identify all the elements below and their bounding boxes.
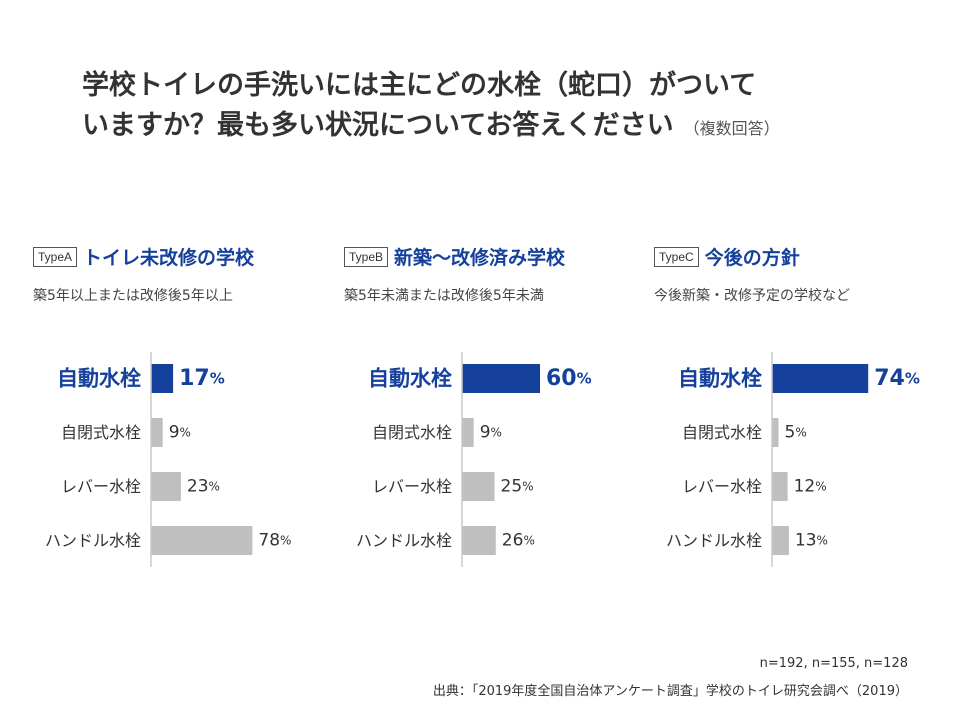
panel-type-a: TypeA トイレ未改修の学校 築5年以上または改修後5年以上 自動水栓 17% 自…	[33, 0, 343, 720]
data-label: 25%	[501, 477, 534, 497]
category-label: ハンドル水栓	[45, 531, 141, 550]
category-label: 自閉式水栓	[61, 423, 141, 442]
data-label: 26%	[502, 531, 535, 551]
bar	[151, 364, 174, 393]
bar	[151, 418, 163, 447]
type-badge: TypeC	[654, 246, 699, 267]
bar	[462, 526, 496, 555]
panel-type-b: TypeB 新築〜改修済み学校 築5年未満または改修後5年未満 自動水栓 60% 自…	[344, 0, 654, 720]
panel-header: TypeB 新築〜改修済み学校	[344, 243, 565, 270]
bar	[462, 418, 474, 447]
data-label: 9%	[169, 423, 191, 443]
title-line-2-text: いますか？最も多い状況についてお答えください	[82, 110, 674, 141]
panel-type-c: TypeC 今後の方針 今後新築・改修予定の学校など 自動水栓 74% 自閉式水栓 5…	[654, 0, 960, 720]
category-label: レバー水栓	[372, 477, 452, 496]
page-title: 学校トイレの手洗いには主にどの水栓（蛇口）がついて いますか？最も多い状況につい…	[82, 66, 902, 149]
category-label: 自動水栓	[678, 367, 762, 391]
bar	[151, 526, 253, 555]
type-description: 築5年以上または改修後5年以上	[33, 288, 233, 304]
data-label: 13%	[795, 531, 828, 551]
bar-chart-type-c: 自動水栓 74% 自閉式水栓 5% レバー水栓 12% ハンドル水栓 13%	[666, 352, 920, 567]
bar	[462, 364, 540, 393]
source-citation: 出典：「2019年度全国自治体アンケート調査」学校のトイレ研究会調べ（2019）	[432, 684, 908, 699]
title-line-1: 学校トイレの手洗いには主にどの水栓（蛇口）がついて	[82, 70, 757, 101]
data-label: 60%	[546, 366, 592, 391]
category-label: 自動水栓	[57, 367, 141, 391]
type-description: 今後新築・改修予定の学校など	[654, 288, 850, 304]
data-label: 12%	[794, 477, 827, 497]
data-label: 5%	[785, 423, 807, 443]
bar	[462, 472, 495, 501]
category-label: ハンドル水栓	[666, 531, 762, 550]
category-label: 自閉式水栓	[682, 423, 762, 442]
data-label: 17%	[179, 366, 225, 391]
bar	[772, 526, 789, 555]
bar-chart-type-a: 自動水栓 17% 自閉式水栓 9% レバー水栓 23% ハンドル水栓 78%	[45, 352, 291, 567]
type-name: 今後の方針	[704, 247, 800, 269]
bar	[772, 472, 788, 501]
bar-chart-type-b: 自動水栓 60% 自閉式水栓 9% レバー水栓 25% ハンドル水栓 26%	[356, 352, 592, 567]
data-label: 78%	[258, 531, 291, 551]
bar	[151, 472, 181, 501]
bar	[772, 364, 869, 393]
bar	[772, 418, 779, 447]
category-label: 自閉式水栓	[372, 423, 452, 442]
category-label: 自動水栓	[368, 367, 452, 391]
data-label: 74%	[874, 366, 920, 391]
type-badge: TypeA	[33, 246, 78, 267]
type-name: トイレ未改修の学校	[83, 247, 255, 269]
category-label: レバー水栓	[61, 477, 141, 496]
category-label: ハンドル水栓	[356, 531, 452, 550]
sample-size: n=192, n=155, n=128	[759, 656, 908, 671]
type-description: 築5年未満または改修後5年未満	[344, 288, 544, 304]
category-label: レバー水栓	[682, 477, 762, 496]
type-name: 新築〜改修済み学校	[394, 247, 566, 269]
panel-header: TypeA トイレ未改修の学校	[33, 243, 254, 270]
type-badge: TypeB	[344, 246, 389, 267]
panel-header: TypeC 今後の方針	[654, 243, 800, 270]
data-label: 23%	[187, 477, 220, 497]
title-note: （複数回答）	[683, 119, 780, 138]
data-label: 9%	[480, 423, 502, 443]
title-line-2: いますか？最も多い状況についてお答えください （複数回答）	[82, 106, 902, 149]
